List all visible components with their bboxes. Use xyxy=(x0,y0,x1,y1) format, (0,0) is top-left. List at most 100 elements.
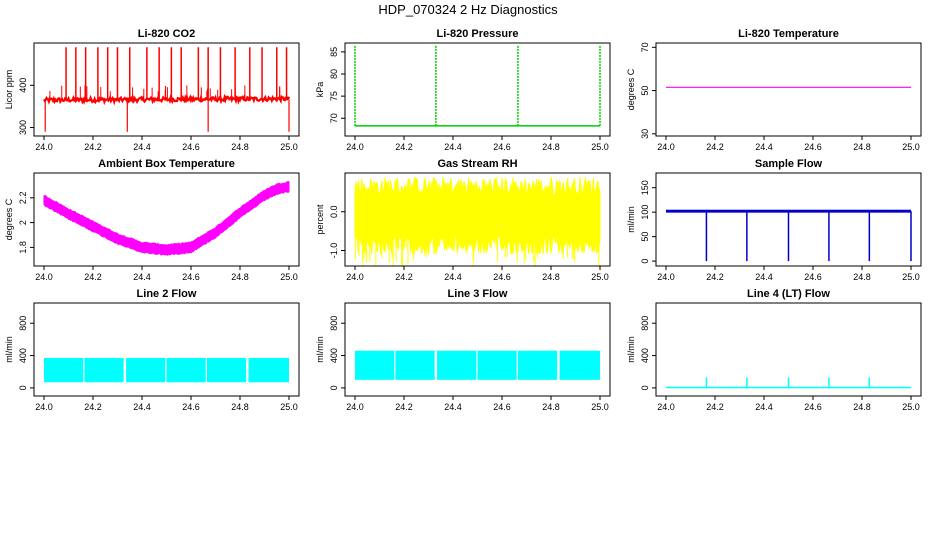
series-band xyxy=(43,181,290,256)
x-tick-label: 25.0 xyxy=(591,272,609,282)
y-tick-label: 0 xyxy=(640,385,650,390)
chart-title: Line 4 (LT) Flow xyxy=(747,288,830,300)
x-tick-label: 24.8 xyxy=(231,402,249,412)
flow-block xyxy=(477,350,517,380)
x-tick-label: 24.8 xyxy=(853,272,871,282)
x-tick-label: 24.4 xyxy=(444,402,462,412)
y-axis-label: ml/min xyxy=(4,336,14,363)
x-tick-label: 24.0 xyxy=(346,272,364,282)
x-tick-label: 24.6 xyxy=(182,142,200,152)
x-tick-label: 24.2 xyxy=(395,272,413,282)
flow-block xyxy=(248,357,289,383)
x-tick-label: 24.6 xyxy=(182,272,200,282)
x-tick-label: 24.0 xyxy=(346,402,364,412)
y-tick-label: 0 xyxy=(640,259,650,264)
plot-frame xyxy=(655,302,922,397)
x-tick-label: 24.4 xyxy=(133,272,151,282)
y-axis-label: degrees C xyxy=(4,198,14,240)
flow-block xyxy=(437,350,477,380)
plot-frame xyxy=(33,172,300,267)
y-tick-label: 800 xyxy=(18,316,28,331)
y-tick-label: 0 xyxy=(18,385,28,390)
y-tick-label: 1.8 xyxy=(18,241,28,254)
plot-frame xyxy=(655,172,922,267)
x-tick-label: 24.8 xyxy=(542,142,560,152)
chart-data-layer xyxy=(44,357,289,383)
y-axis-label: ml/min xyxy=(315,336,325,363)
chart-data-layer xyxy=(43,181,290,256)
chart-data-layer xyxy=(354,176,601,266)
y-tick-label: 800 xyxy=(640,316,650,331)
x-tick-label: 24.2 xyxy=(84,272,102,282)
x-tick-label: 24.4 xyxy=(444,272,462,282)
chart-title: Li-820 Temperature xyxy=(738,28,839,40)
y-tick-label: 150 xyxy=(640,180,650,195)
y-tick-label: 800 xyxy=(329,316,339,331)
y-axis-label: kPa xyxy=(315,82,325,98)
x-tick-label: 24.2 xyxy=(84,142,102,152)
x-tick-label: 24.8 xyxy=(853,402,871,412)
x-tick-label: 24.6 xyxy=(493,402,511,412)
x-tick-label: 24.2 xyxy=(706,402,724,412)
plot-frame xyxy=(33,42,300,137)
flow-block xyxy=(517,350,558,380)
chart-title: Ambient Box Temperature xyxy=(98,158,235,170)
y-axis-label: percent xyxy=(315,204,325,235)
y-axis-label: ml/min xyxy=(626,206,636,233)
y-tick-label: 2.2 xyxy=(18,192,28,205)
y-tick-label: 400 xyxy=(329,348,339,363)
flow-block xyxy=(166,357,206,383)
chart-panel-5: Gas Stream RH 24.0 24.2 24.4 24.6 24.8 25.0 -1.… xyxy=(315,158,611,282)
x-tick-label: 25.0 xyxy=(280,402,298,412)
chart-panel-2: Li-820 Pressure 24.0 24.2 24.4 24.6 24.8 25.0 7… xyxy=(315,28,611,152)
y-tick-label: 70 xyxy=(640,42,650,52)
y-tick-label: 0 xyxy=(329,385,339,390)
flow-block xyxy=(206,357,247,383)
chart-panel-3: Li-820 Temperature 24.0 24.2 24.4 24.6 24.8 25… xyxy=(626,28,922,152)
chart-panel-8: Line 3 Flow 24.0 24.2 24.4 24.6 24.8 25.0 0 400 8… xyxy=(315,288,611,412)
x-tick-label: 24.6 xyxy=(493,272,511,282)
x-tick-label: 24.2 xyxy=(706,272,724,282)
chart-title: Sample Flow xyxy=(755,158,823,170)
x-tick-label: 24.0 xyxy=(346,142,364,152)
chart-title: Line 3 Flow xyxy=(448,288,508,300)
x-tick-label: 24.0 xyxy=(657,272,675,282)
flow-block xyxy=(559,350,600,380)
x-tick-label: 24.6 xyxy=(493,142,511,152)
x-tick-label: 24.4 xyxy=(133,142,151,152)
x-tick-label: 24.4 xyxy=(755,142,773,152)
x-tick-label: 24.2 xyxy=(395,402,413,412)
flow-block xyxy=(84,357,124,383)
x-tick-label: 24.8 xyxy=(231,142,249,152)
chart-data-layer xyxy=(43,47,291,132)
y-tick-label: 2 xyxy=(18,220,28,225)
x-tick-label: 24.2 xyxy=(395,142,413,152)
plot-frame xyxy=(33,302,300,397)
x-tick-label: 24.6 xyxy=(804,402,822,412)
x-tick-label: 24.0 xyxy=(657,402,675,412)
y-tick-label: 300 xyxy=(18,120,28,135)
x-tick-label: 24.8 xyxy=(542,402,560,412)
x-tick-label: 24.8 xyxy=(853,142,871,152)
x-tick-label: 24.0 xyxy=(35,142,53,152)
x-tick-label: 24.6 xyxy=(804,142,822,152)
chart-panel-7: Line 2 Flow 24.0 24.2 24.4 24.6 24.8 25.0 0 400 8… xyxy=(4,288,300,412)
y-tick-label: 0.0 xyxy=(329,205,339,218)
y-tick-label: 400 xyxy=(18,348,28,363)
x-tick-label: 24.4 xyxy=(444,142,462,152)
y-axis-label: ml/min xyxy=(626,336,636,363)
flow-block xyxy=(44,357,84,383)
chart-data-layer xyxy=(666,209,912,262)
y-tick-label: 100 xyxy=(640,205,650,220)
y-tick-label: -1.0 xyxy=(329,243,339,259)
x-tick-label: 24.8 xyxy=(542,272,560,282)
chart-title: Line 2 Flow xyxy=(137,288,197,300)
x-tick-label: 24.8 xyxy=(231,272,249,282)
x-tick-label: 24.4 xyxy=(755,402,773,412)
x-tick-label: 24.4 xyxy=(133,402,151,412)
x-tick-label: 24.0 xyxy=(35,402,53,412)
y-axis-label: Licor ppm xyxy=(4,70,14,110)
x-tick-label: 24.6 xyxy=(804,272,822,282)
x-tick-label: 24.6 xyxy=(182,402,200,412)
